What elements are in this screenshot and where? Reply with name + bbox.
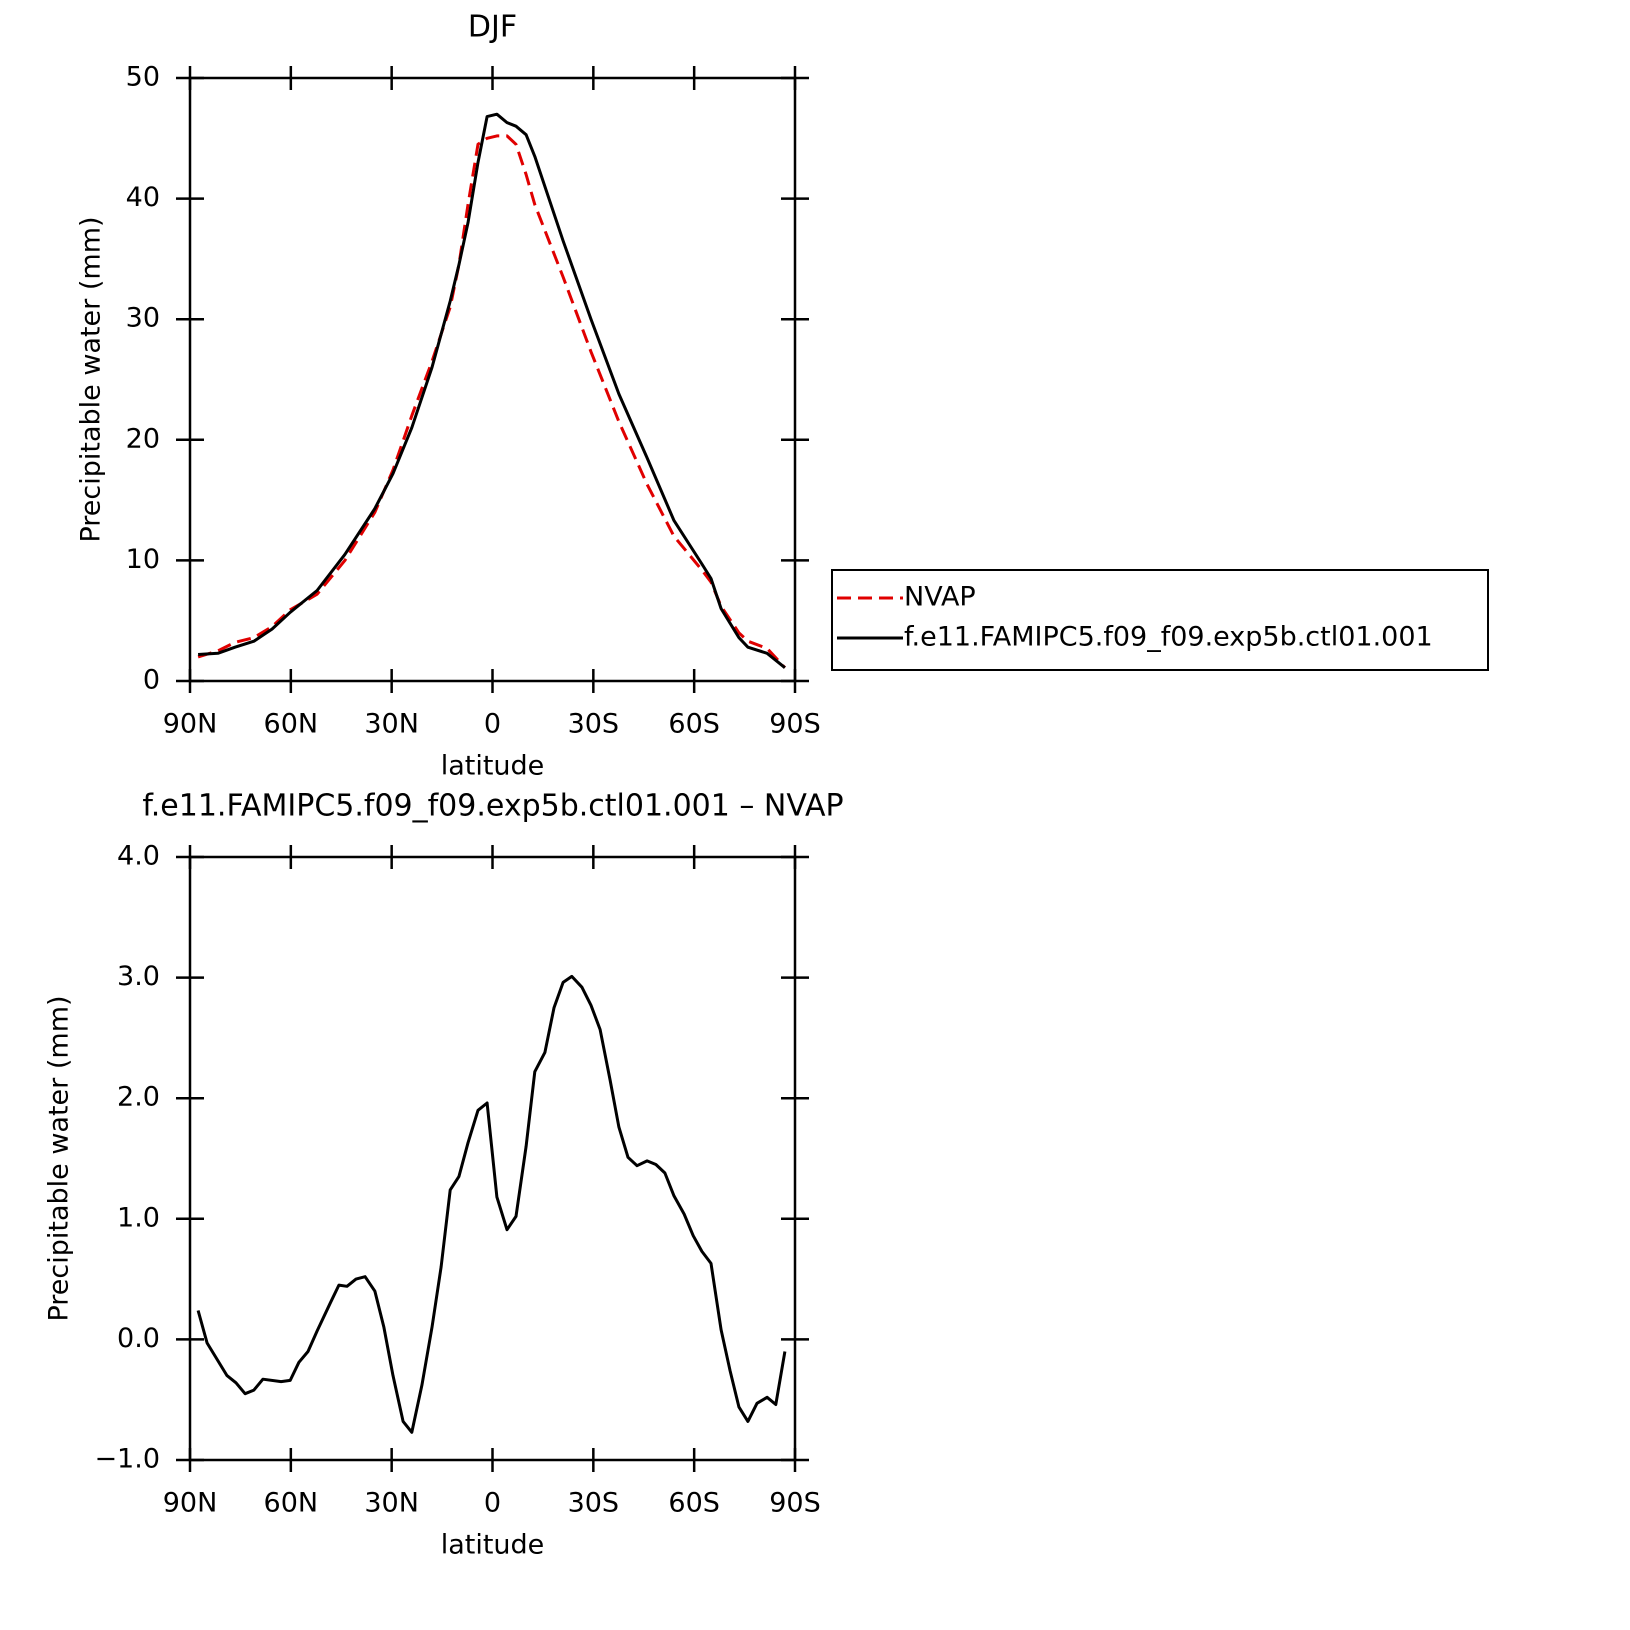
y-tick-label: 10 <box>126 544 160 575</box>
y-tick-label: 30 <box>126 303 160 334</box>
legend-box <box>831 569 1489 671</box>
y-axis-label: Precipitable water (mm) <box>44 995 75 1321</box>
y-tick-label: 3.0 <box>117 961 160 992</box>
legend-label: NVAP <box>904 582 976 613</box>
y-tick-label: 2.0 <box>117 1082 160 1113</box>
y-tick-label: 4.0 <box>117 841 160 872</box>
data-line <box>196 974 787 1434</box>
x-tick-label: 60N <box>264 1488 319 1519</box>
y-tick-label: 0 <box>143 665 160 696</box>
data-line <box>198 112 786 669</box>
x-tick-label: 90N <box>163 709 218 740</box>
chart-title: DJF <box>468 10 517 45</box>
plot-frame <box>188 76 797 683</box>
x-tick-label: 30S <box>568 709 620 740</box>
x-tick-label: 90N <box>163 1488 218 1519</box>
x-tick-label: 90S <box>769 709 821 740</box>
y-tick-label: 20 <box>126 423 160 454</box>
x-axis-label: latitude <box>441 751 545 782</box>
x-tick-label: 90S <box>769 1488 821 1519</box>
y-axis-label: Precipitable water (mm) <box>76 216 107 542</box>
y-tick-label: 40 <box>126 182 160 213</box>
x-tick-label: 60S <box>668 709 720 740</box>
x-tick-label: 0 <box>484 1488 501 1519</box>
data-line <box>197 134 787 669</box>
x-tick-label: 0 <box>484 709 501 740</box>
x-tick-label: 30N <box>364 1488 419 1519</box>
x-tick-label: 60N <box>264 709 319 740</box>
y-tick-label: 1.0 <box>117 1202 160 1233</box>
x-tick-label: 30N <box>364 709 419 740</box>
x-tick-label: 30S <box>568 1488 620 1519</box>
y-tick-label: 0.0 <box>117 1323 160 1354</box>
chart-title: f.e11.FAMIPC5.f09_f09.exp5b.ctl01.001 – … <box>142 789 843 824</box>
x-tick-label: 60S <box>668 1488 720 1519</box>
x-axis-label: latitude <box>441 1530 545 1561</box>
y-tick-label: 50 <box>126 62 160 93</box>
y-tick-label: −1.0 <box>94 1444 160 1475</box>
legend-label: f.e11.FAMIPC5.f09_f09.exp5b.ctl01.001 <box>904 622 1433 653</box>
